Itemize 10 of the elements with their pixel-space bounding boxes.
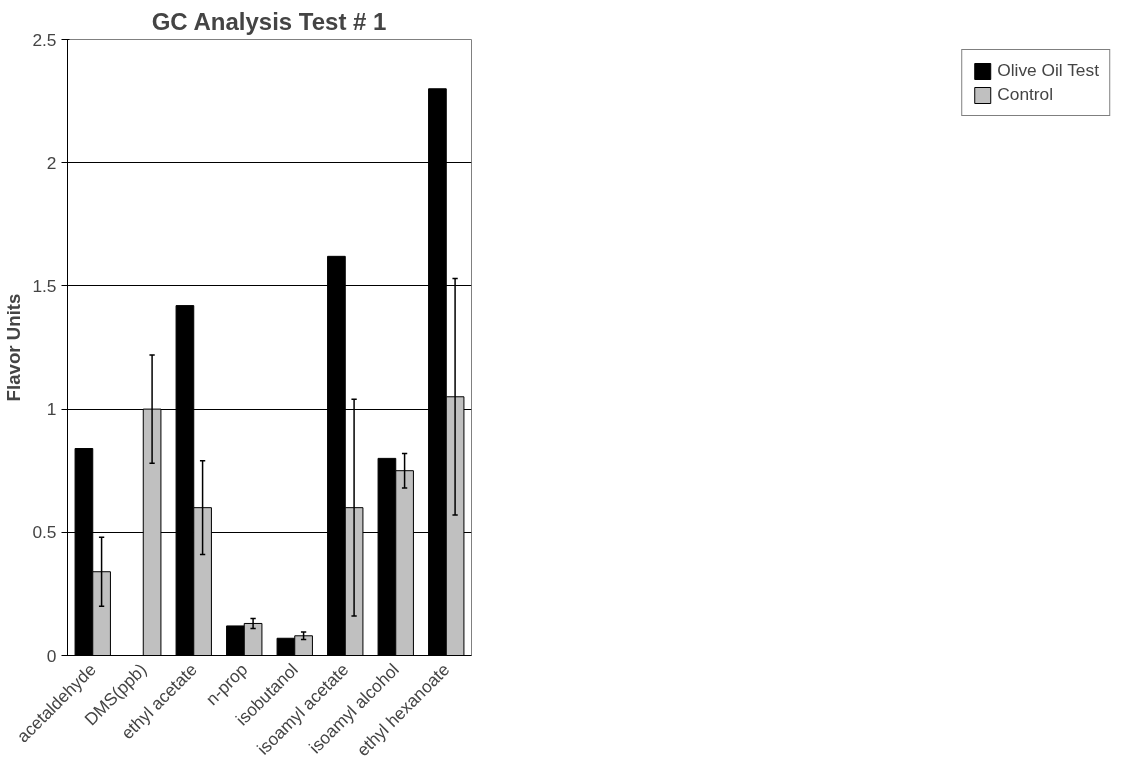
legend-label: Olive Oil Test: [997, 60, 1099, 81]
y-axis-title: Flavor Units: [3, 293, 25, 402]
y-tick-label: 0: [46, 645, 57, 666]
chart-title: GC Analysis Test # 1: [151, 7, 387, 35]
y-tick-label: 2: [46, 152, 57, 173]
y-tick-label: 1: [46, 399, 57, 420]
y-tick-label: 1.5: [32, 275, 57, 296]
y-tick-label: 0.5: [32, 522, 57, 543]
y-tick-label: 2.5: [32, 29, 57, 50]
legend-label: Control: [997, 84, 1054, 105]
